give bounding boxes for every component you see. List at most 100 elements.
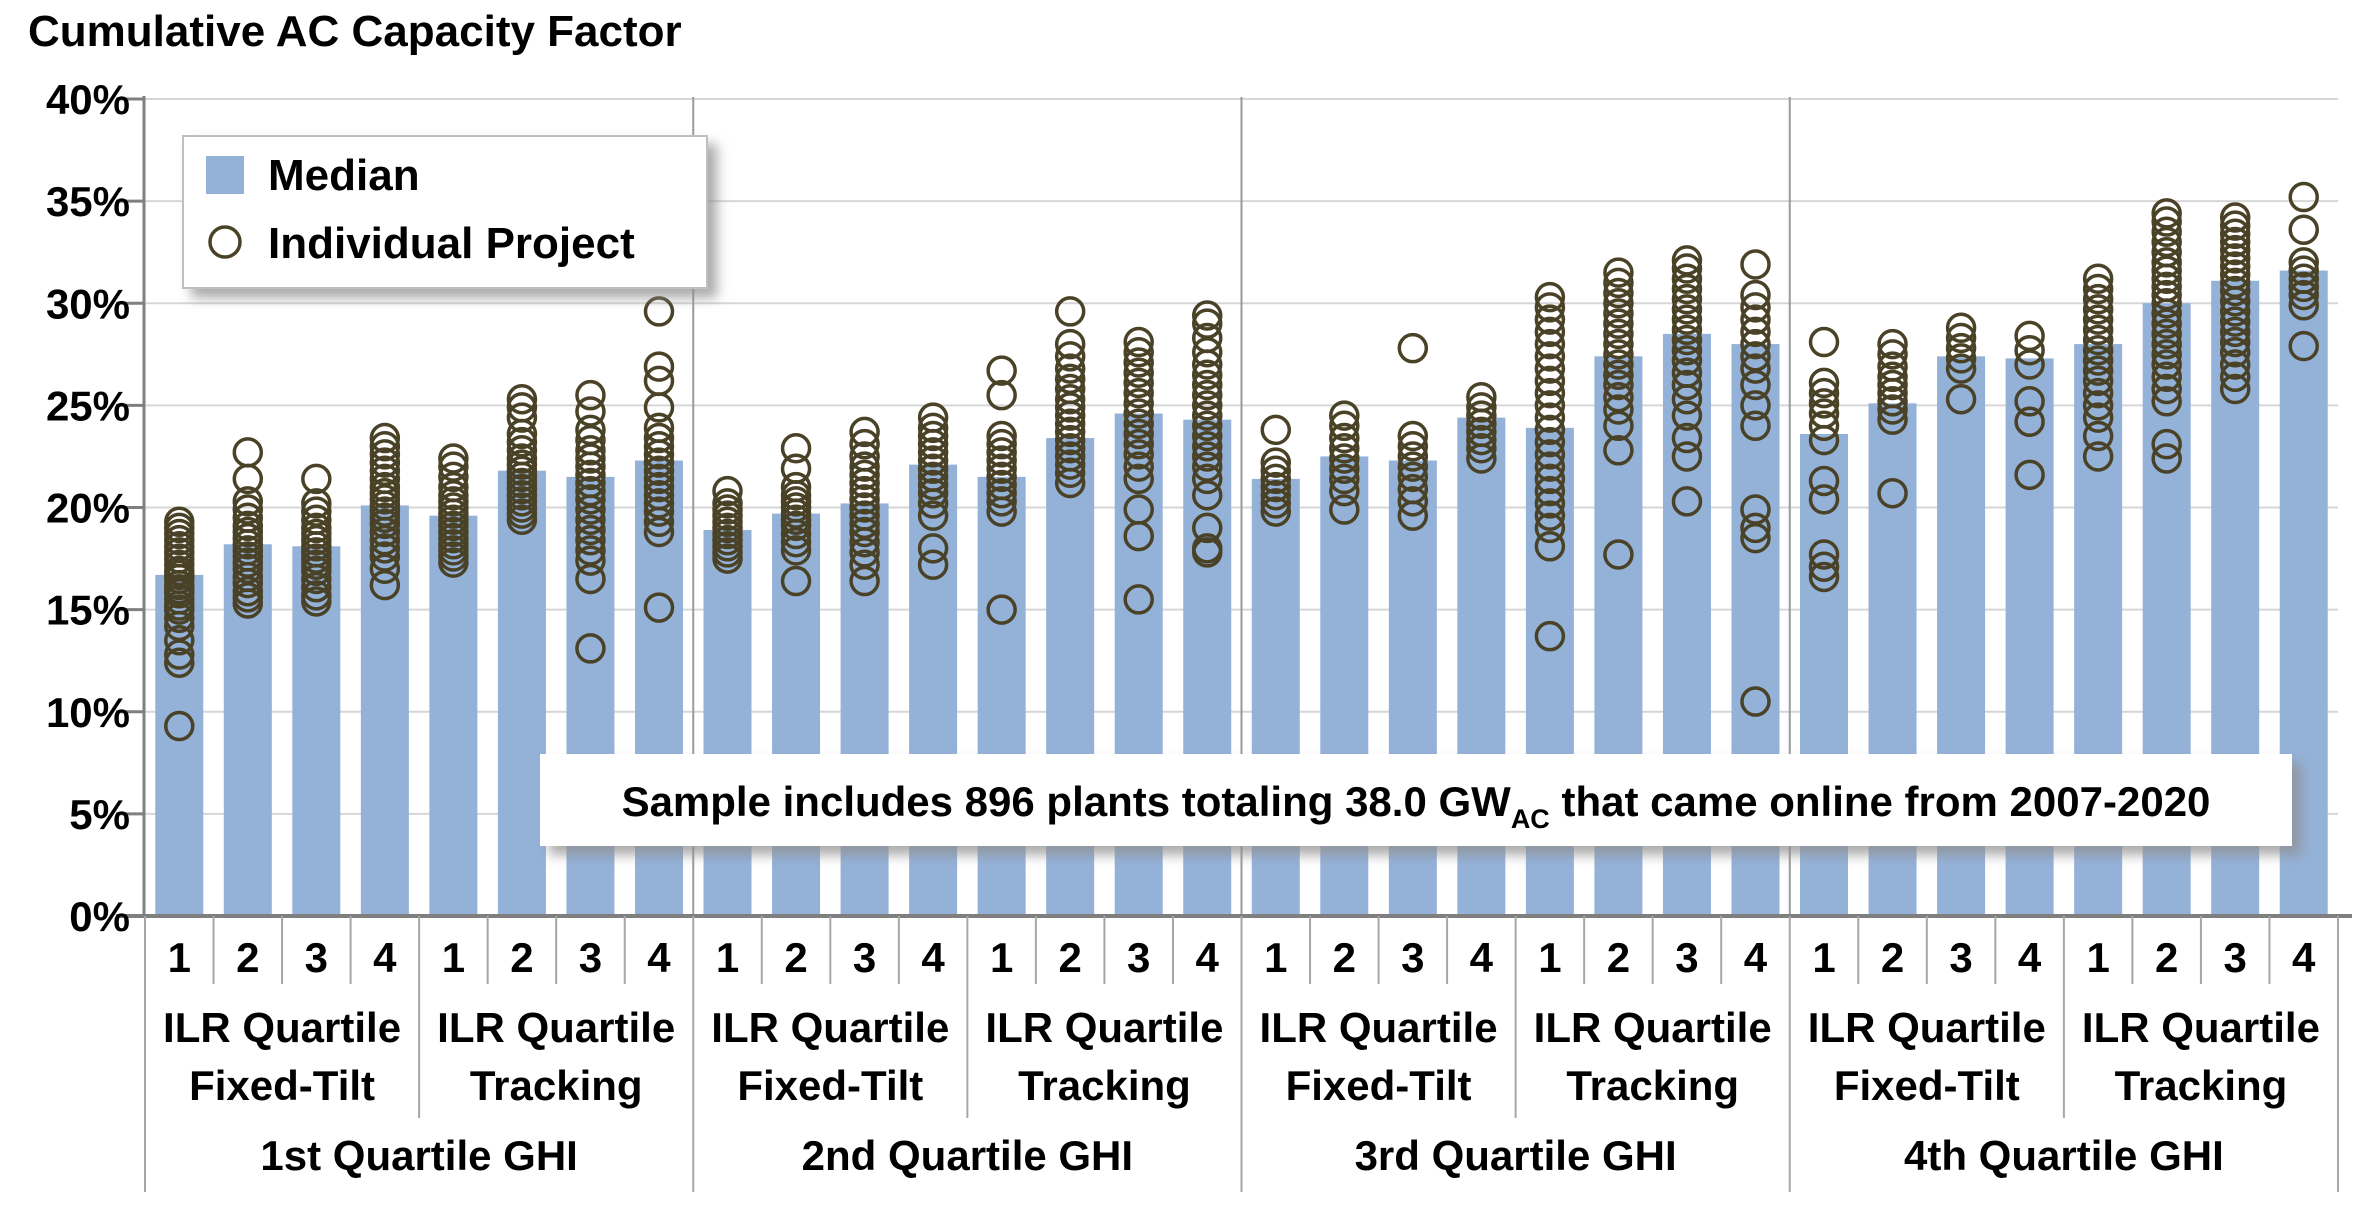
mount-type-label: Fixed-Tilt	[1834, 1062, 2020, 1109]
project-point	[369, 533, 401, 564]
project-point	[2151, 271, 2182, 303]
project-point	[1603, 349, 1634, 380]
project-point	[506, 392, 538, 423]
project-point	[1877, 339, 1908, 370]
project-point	[849, 459, 880, 491]
project-point	[2151, 247, 2182, 278]
project-point	[2288, 247, 2319, 278]
project-point	[1603, 308, 1634, 339]
project-point	[1740, 494, 1771, 525]
project-point	[849, 508, 880, 540]
project-point	[1808, 367, 1840, 399]
project-point	[1877, 361, 1908, 393]
project-point	[2288, 279, 2319, 311]
project-point	[2288, 214, 2319, 245]
project-point	[2288, 255, 2319, 286]
project-point	[506, 443, 538, 474]
ilr-number-label: 2	[1607, 934, 1630, 981]
project-point	[575, 484, 606, 515]
project-point	[1123, 377, 1154, 409]
ilr-number-label: 1	[168, 934, 191, 981]
project-point	[1534, 292, 1566, 323]
project-point	[575, 514, 606, 546]
project-point	[1671, 245, 1703, 276]
project-point	[1808, 410, 1840, 442]
project-point	[1534, 426, 1566, 458]
project-point	[1671, 263, 1703, 294]
project-point	[1603, 339, 1634, 370]
project-point	[2219, 210, 2251, 241]
project-point	[1808, 561, 1840, 593]
project-point	[1945, 312, 1977, 344]
ilr-number-label: 4	[373, 934, 397, 981]
project-point	[1054, 441, 1086, 472]
project-point	[1671, 441, 1703, 472]
project-point	[1808, 551, 1840, 582]
project-point	[1329, 433, 1360, 464]
project-point	[917, 477, 949, 509]
project-point	[849, 549, 880, 580]
project-point	[643, 296, 675, 327]
project-point	[1191, 441, 1223, 472]
project-point	[1260, 455, 1292, 486]
project-point	[986, 486, 1017, 517]
project-point	[849, 416, 880, 448]
project-point	[780, 535, 812, 566]
ghi-quartile-label: 3rd Quartile GHI	[1355, 1132, 1677, 1179]
project-point	[2082, 365, 2114, 397]
mount-type-label: Tracking	[1018, 1062, 1191, 1109]
project-point	[1534, 281, 1566, 313]
project-point	[369, 447, 401, 478]
project-point	[917, 500, 949, 531]
mount-type-label: Tracking	[1566, 1062, 1739, 1109]
project-point	[2151, 349, 2182, 380]
ilr-number-label: 2	[510, 934, 533, 981]
project-point	[1945, 332, 1977, 364]
project-point	[1466, 381, 1497, 413]
project-point	[2082, 441, 2114, 472]
ilr-number-label: 4	[921, 934, 945, 981]
project-point	[2151, 206, 2182, 237]
project-point	[2151, 318, 2182, 350]
project-point	[1740, 279, 1771, 311]
project-point	[2082, 420, 2114, 452]
project-point	[1260, 414, 1292, 446]
median-bar	[1251, 478, 1300, 916]
project-point	[1945, 353, 1977, 384]
project-point	[1123, 398, 1154, 429]
project-point	[1603, 394, 1634, 425]
ilr-number-label: 4	[1470, 934, 1494, 981]
project-point	[1123, 367, 1154, 399]
project-point	[1329, 453, 1360, 484]
ilr-quartile-label: ILR Quartile	[711, 1004, 949, 1051]
project-point	[506, 426, 538, 458]
project-point	[232, 486, 264, 517]
ilr-quartile-label: ILR Quartile	[163, 1004, 401, 1051]
project-point	[1534, 463, 1566, 495]
project-point	[1054, 416, 1086, 448]
project-point	[1123, 584, 1154, 615]
project-point	[1808, 484, 1840, 515]
project-point	[1534, 512, 1566, 544]
ilr-number-label: 4	[647, 934, 671, 981]
project-point	[1260, 488, 1292, 519]
project-point	[1877, 351, 1908, 382]
project-point	[986, 437, 1017, 468]
ilr-number-label: 4	[2292, 934, 2316, 981]
ilr-number-label: 3	[853, 934, 876, 981]
project-point	[986, 594, 1017, 625]
y-tick-label: 40%	[46, 76, 130, 123]
median-bar	[634, 460, 683, 916]
project-point	[643, 496, 675, 527]
project-point	[2014, 386, 2045, 417]
project-point	[1740, 292, 1771, 323]
median-bar	[429, 515, 478, 916]
project-point	[232, 494, 264, 525]
ilr-number-label: 2	[1333, 934, 1356, 981]
project-point	[1740, 410, 1771, 442]
project-point	[1877, 369, 1908, 401]
project-point	[2219, 218, 2251, 250]
project-point	[1671, 357, 1703, 388]
project-point	[2014, 320, 2045, 352]
